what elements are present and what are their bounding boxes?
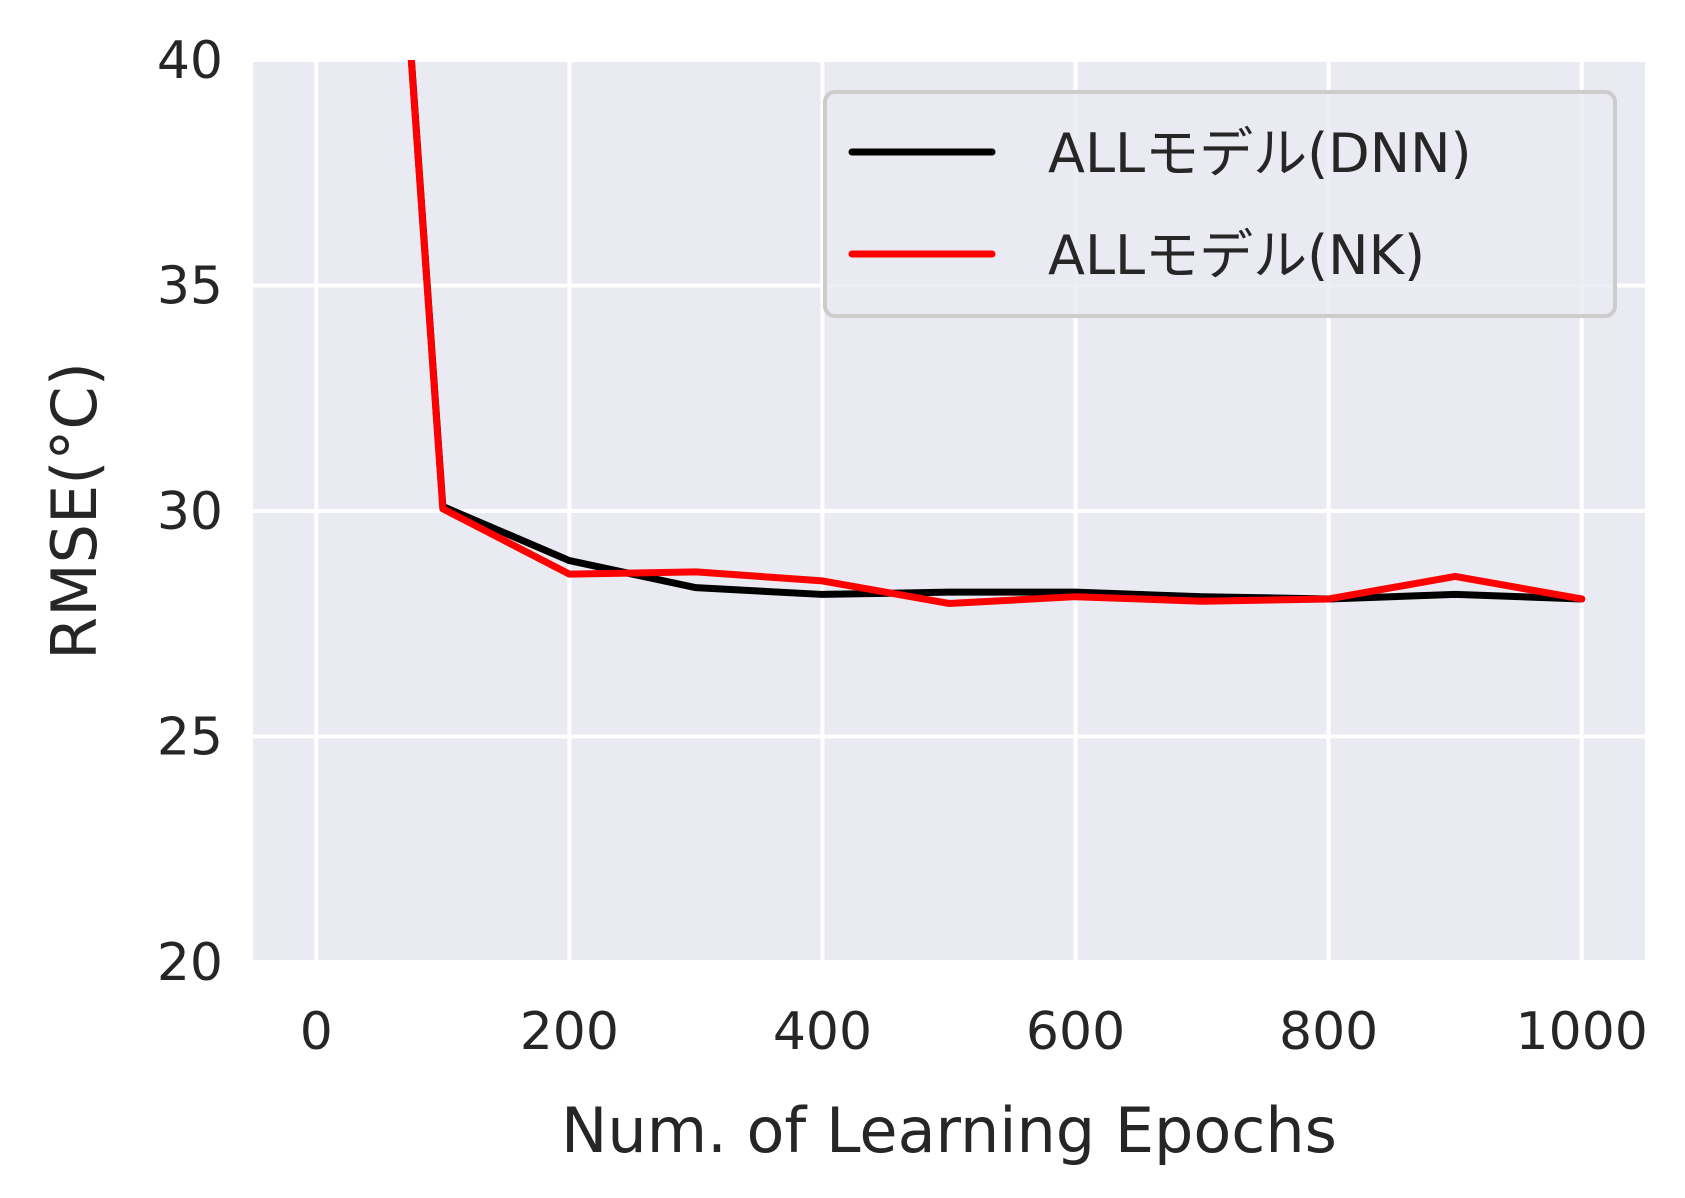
legend-label-nk: ALLモデル(NK) bbox=[1048, 224, 1425, 287]
y-tick-label: 40 bbox=[157, 31, 223, 91]
x-tick-label: 600 bbox=[1026, 1002, 1125, 1062]
y-tick-label: 35 bbox=[157, 257, 223, 317]
x-axis-label: Num. of Learning Epochs bbox=[561, 1094, 1337, 1167]
series-layer bbox=[407, 60, 1586, 607]
y-axis-label: RMSE(°C) bbox=[38, 362, 111, 660]
legend: ALLモデル(DNN) ALLモデル(NK) bbox=[823, 90, 1617, 318]
x-tick-label: 0 bbox=[300, 1002, 333, 1062]
x-tick-label: 800 bbox=[1279, 1002, 1378, 1062]
series-line-dnn bbox=[407, 60, 1586, 603]
y-tick-label: 30 bbox=[157, 482, 223, 542]
y-tick-label: 25 bbox=[157, 708, 223, 768]
y-tick-label: 20 bbox=[157, 933, 223, 993]
legend-label-dnn: ALLモデル(DNN) bbox=[1048, 122, 1472, 185]
x-tick-label: 200 bbox=[520, 1002, 619, 1062]
x-tick-label: 1000 bbox=[1516, 1002, 1648, 1062]
x-tick-label: 400 bbox=[773, 1002, 872, 1062]
tick-labels: 0 200 400 600 800 1000 20 25 30 35 40 bbox=[157, 31, 1648, 1062]
legend-box bbox=[823, 90, 1617, 318]
series-line-nk bbox=[407, 60, 1586, 607]
